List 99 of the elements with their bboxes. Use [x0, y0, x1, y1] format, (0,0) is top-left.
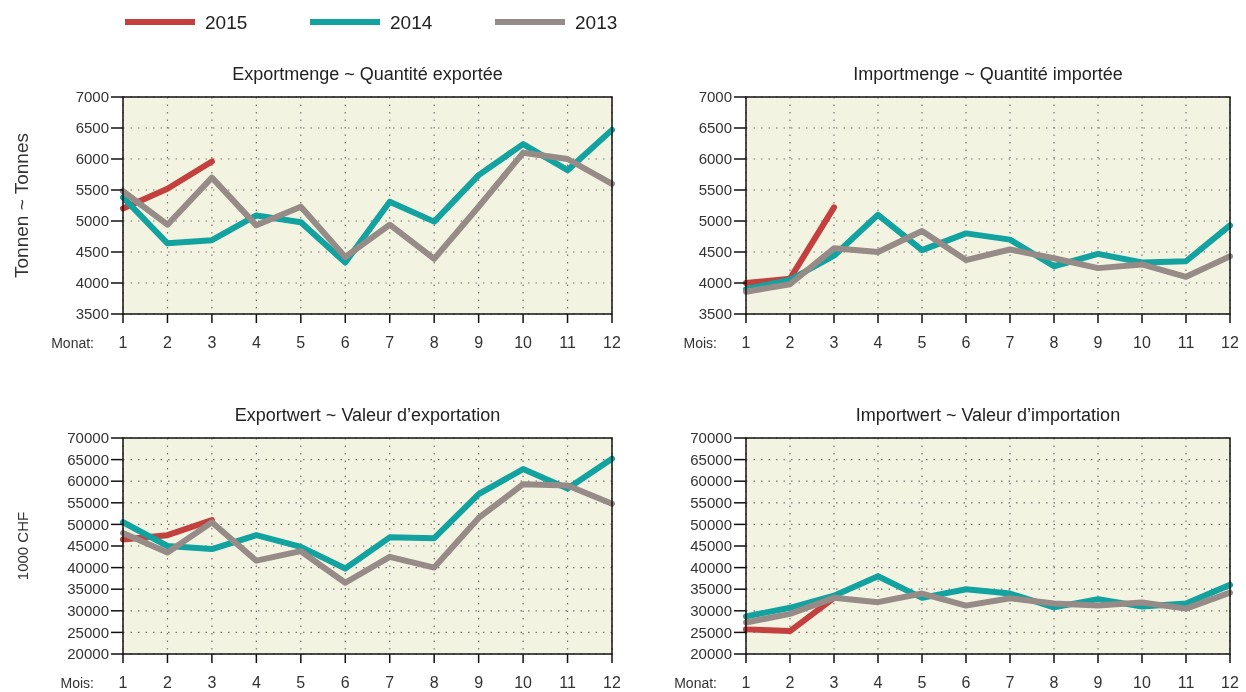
y-tick-label: 20000 — [67, 645, 109, 663]
x-tick-label: 6 — [340, 334, 350, 351]
chart-title: Importwert ~ Valeur d’importation — [855, 405, 1121, 425]
y-tick-label: 70000 — [67, 429, 109, 447]
y-tick-label: 4500 — [698, 243, 732, 261]
x-tick-label: 4 — [873, 674, 883, 691]
y-tick-label: 55000 — [690, 494, 732, 512]
legend-label: 2013 — [575, 12, 618, 33]
y-tick-label: 5000 — [75, 212, 109, 230]
x-tick-label: 7 — [1005, 674, 1015, 691]
y-tick-label: 35000 — [690, 580, 732, 598]
y-tick-label: 4000 — [698, 274, 732, 292]
y-tick-label: 40000 — [690, 558, 732, 576]
y-tick-label: 40000 — [67, 558, 109, 576]
x-tick-label: 1 — [741, 674, 751, 691]
x-tick-label: 5 — [917, 334, 927, 351]
x-tick-label: 4 — [873, 334, 883, 351]
x-tick-label: 11 — [559, 334, 576, 351]
y-tick-label: 5500 — [75, 181, 109, 199]
x-tick-label: 10 — [1133, 674, 1151, 691]
y-tick-label: 70000 — [690, 429, 732, 447]
chart-title: Importmenge ~ Quantité importée — [853, 64, 1123, 84]
x-tick-label: 7 — [1005, 334, 1015, 351]
y-tick-label: 50000 — [690, 515, 732, 533]
x-tick-label: 1 — [741, 334, 751, 351]
legend-label: 2014 — [390, 12, 433, 33]
y-tick-label: 60000 — [67, 472, 109, 490]
y-tick-label: 65000 — [690, 450, 732, 468]
x-tick-label: 11 — [559, 674, 576, 691]
y-tick-label: 7000 — [75, 88, 109, 106]
y-tick-label: 25000 — [690, 623, 732, 641]
y-axis-title: 1000 CHF — [14, 511, 31, 581]
x-tick-label: 10 — [1133, 334, 1151, 351]
y-tick-label: 4500 — [75, 243, 109, 261]
x-tick-label: 7 — [385, 674, 395, 691]
x-tick-label: 8 — [429, 674, 439, 691]
y-tick-label: 3500 — [698, 305, 732, 323]
x-tick-label: 12 — [1221, 674, 1239, 691]
x-tick-label: 11 — [1177, 334, 1195, 351]
y-tick-label: 4000 — [75, 274, 109, 292]
y-tick-label: 45000 — [690, 537, 732, 555]
x-tick-label: 1 — [118, 674, 128, 691]
y-tick-label: 65000 — [67, 450, 109, 468]
x-tick-label: 7 — [385, 334, 395, 351]
x-tick-label: 8 — [1049, 334, 1059, 351]
x-tick-label: 5 — [296, 674, 306, 691]
y-tick-label: 6000 — [698, 150, 732, 168]
x-tick-label: 6 — [961, 674, 971, 691]
y-tick-label: 6500 — [75, 119, 109, 137]
x-tick-label: 3 — [207, 674, 217, 691]
x-tick-label: 2 — [785, 674, 795, 691]
chart-title: Exportmenge ~ Quantité exportée — [232, 64, 503, 84]
x-tick-label: 9 — [474, 674, 484, 691]
y-tick-label: 35000 — [67, 580, 109, 598]
x-tick-label: 12 — [603, 334, 621, 351]
x-tick-label: 9 — [474, 334, 484, 351]
legend-label: 2015 — [205, 12, 248, 33]
y-tick-label: 6000 — [75, 150, 109, 168]
x-tick-label: 11 — [1177, 674, 1195, 691]
x-tick-label: 6 — [961, 334, 971, 351]
x-tick-label: 9 — [1093, 334, 1103, 351]
x-axis-title: Monat: — [51, 335, 94, 351]
x-tick-label: 2 — [163, 334, 172, 351]
x-tick-label: 4 — [251, 334, 261, 351]
y-tick-label: 5500 — [698, 181, 732, 199]
x-tick-label: 6 — [340, 674, 350, 691]
x-tick-label: 3 — [829, 334, 839, 351]
y-tick-label: 20000 — [690, 645, 732, 663]
y-tick-label: 30000 — [690, 602, 732, 620]
x-tick-label: 12 — [603, 674, 621, 691]
y-axis-title: Tonnen ~ Tonnes — [11, 133, 32, 278]
x-tick-label: 10 — [514, 674, 533, 691]
x-tick-label: 9 — [1093, 674, 1103, 691]
x-tick-label: 5 — [296, 334, 306, 351]
x-tick-label: 3 — [829, 674, 839, 691]
chart-title: Exportwert ~ Valeur d’exportation — [234, 405, 501, 425]
y-tick-label: 6500 — [698, 119, 732, 137]
y-tick-label: 45000 — [67, 537, 109, 555]
x-tick-label: 3 — [207, 334, 217, 351]
x-axis-title: Monat: — [674, 675, 717, 691]
x-tick-label: 8 — [1049, 674, 1059, 691]
x-axis-title: Mois: — [683, 335, 717, 351]
y-tick-label: 7000 — [698, 88, 732, 106]
y-tick-label: 5000 — [698, 212, 732, 230]
x-axis-title: Mois: — [60, 675, 94, 691]
x-tick-label: 8 — [429, 334, 439, 351]
x-tick-label: 1 — [118, 334, 128, 351]
x-tick-label: 2 — [785, 334, 795, 351]
y-tick-label: 25000 — [67, 623, 109, 641]
x-tick-label: 4 — [251, 674, 261, 691]
y-tick-label: 55000 — [67, 494, 109, 512]
x-tick-label: 2 — [163, 674, 172, 691]
y-tick-label: 3500 — [75, 305, 109, 323]
y-tick-label: 30000 — [67, 602, 109, 620]
y-tick-label: 50000 — [67, 515, 109, 533]
x-tick-label: 5 — [917, 674, 927, 691]
y-tick-label: 60000 — [690, 472, 732, 490]
x-tick-label: 10 — [514, 334, 533, 351]
x-tick-label: 12 — [1221, 334, 1239, 351]
